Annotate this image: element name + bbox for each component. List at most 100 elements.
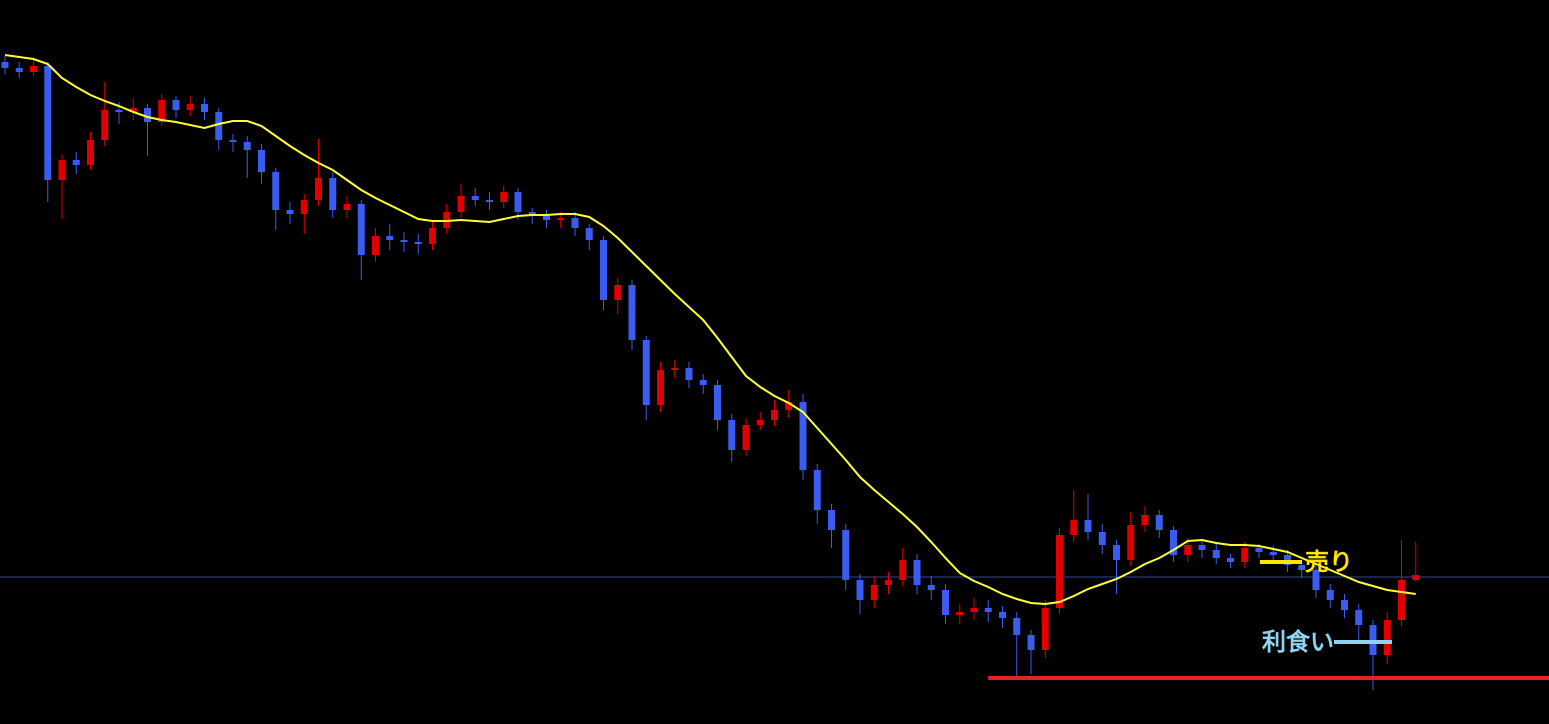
candle-body xyxy=(1227,558,1234,562)
candle-body xyxy=(44,66,52,180)
candle-body xyxy=(657,370,664,405)
candle-body xyxy=(1383,620,1391,655)
candle-body xyxy=(1412,575,1420,580)
candle-body xyxy=(999,612,1006,618)
candle-body xyxy=(272,172,280,210)
candle-body xyxy=(72,160,80,165)
candle-body xyxy=(186,104,194,110)
candle-body xyxy=(1056,535,1063,608)
moving-average xyxy=(4,54,1416,606)
candle-body xyxy=(1084,520,1092,532)
candle-body xyxy=(457,196,465,212)
candle-body xyxy=(870,585,878,600)
candle-body xyxy=(429,228,436,244)
candle-body xyxy=(300,200,308,214)
candle-body xyxy=(885,580,892,585)
candle-body xyxy=(1,62,9,68)
candle-body xyxy=(315,178,322,200)
candle-body xyxy=(414,242,422,244)
candle-body xyxy=(329,178,337,210)
candle-body xyxy=(585,228,593,240)
candle-body xyxy=(1027,635,1035,650)
candle-body xyxy=(243,142,251,150)
candle-body xyxy=(927,585,935,590)
candle-body xyxy=(357,204,365,255)
sell-label: 売り xyxy=(1305,548,1353,576)
candle-body xyxy=(172,100,180,110)
candle-body xyxy=(101,110,109,140)
candle-body xyxy=(543,216,550,220)
candle-body xyxy=(1341,600,1348,610)
candle-body xyxy=(229,140,237,142)
candle-body xyxy=(1269,552,1277,555)
candle-body xyxy=(970,608,978,612)
candle-body xyxy=(500,192,508,202)
candle-body xyxy=(1070,520,1078,535)
candle-body xyxy=(856,580,864,600)
candle-body xyxy=(1013,618,1021,635)
candle-body xyxy=(557,218,565,220)
candle-body xyxy=(1198,545,1206,550)
candle-body xyxy=(1041,608,1049,650)
candle-body xyxy=(386,236,394,240)
candle-body xyxy=(600,240,607,300)
candle-body xyxy=(685,368,693,380)
candle-body xyxy=(1155,515,1163,530)
candle-body xyxy=(699,380,707,385)
candle-body xyxy=(1141,515,1149,525)
candle-body xyxy=(1127,525,1135,560)
candle-body xyxy=(343,204,351,210)
candle-body xyxy=(258,150,265,172)
candle-body xyxy=(828,510,835,530)
take-profit-label: 利食い xyxy=(1262,628,1334,656)
candle-body xyxy=(771,410,778,420)
candle-body xyxy=(899,560,907,580)
candle-body xyxy=(486,200,493,202)
candle-body xyxy=(115,110,123,112)
candle-body xyxy=(714,385,721,420)
candle-body xyxy=(1255,548,1263,552)
candle-body xyxy=(158,100,166,122)
candle-body xyxy=(984,608,992,612)
candle-body xyxy=(614,285,622,300)
candle-body xyxy=(1312,570,1320,590)
candle-body xyxy=(671,368,679,370)
candle-body xyxy=(1241,548,1249,562)
candle-body xyxy=(742,425,750,450)
candle-body xyxy=(144,108,151,122)
candle-body xyxy=(628,285,636,340)
candle-body xyxy=(813,470,821,510)
candle-body xyxy=(15,68,23,72)
candle-body xyxy=(215,112,223,140)
candle-body xyxy=(956,612,964,615)
candle-body xyxy=(1184,545,1192,555)
candle-body xyxy=(87,140,94,165)
candle-body xyxy=(942,590,949,615)
candle-body xyxy=(1113,545,1120,560)
candle-body xyxy=(286,210,294,214)
candle-body xyxy=(1398,580,1405,620)
candle-body xyxy=(785,402,793,410)
overlay-layer xyxy=(4,54,1549,680)
candles xyxy=(1,56,1420,690)
candle-body xyxy=(842,530,850,580)
candle-body xyxy=(1212,550,1220,558)
candle-body xyxy=(1098,532,1106,545)
candle-body xyxy=(400,240,408,242)
candle-body xyxy=(642,340,650,405)
candle-body xyxy=(799,402,807,470)
candle-body xyxy=(129,108,137,112)
candle-body xyxy=(1298,565,1306,570)
candle-body xyxy=(372,236,379,255)
candle-body xyxy=(30,66,37,72)
candle-body xyxy=(728,420,736,450)
candle-body xyxy=(201,104,208,112)
candle-body xyxy=(913,560,921,585)
candle-body xyxy=(571,218,579,228)
candle-body xyxy=(1355,610,1363,625)
candle-body xyxy=(1326,590,1334,600)
candle-body xyxy=(471,196,479,200)
candle-body xyxy=(58,160,66,180)
